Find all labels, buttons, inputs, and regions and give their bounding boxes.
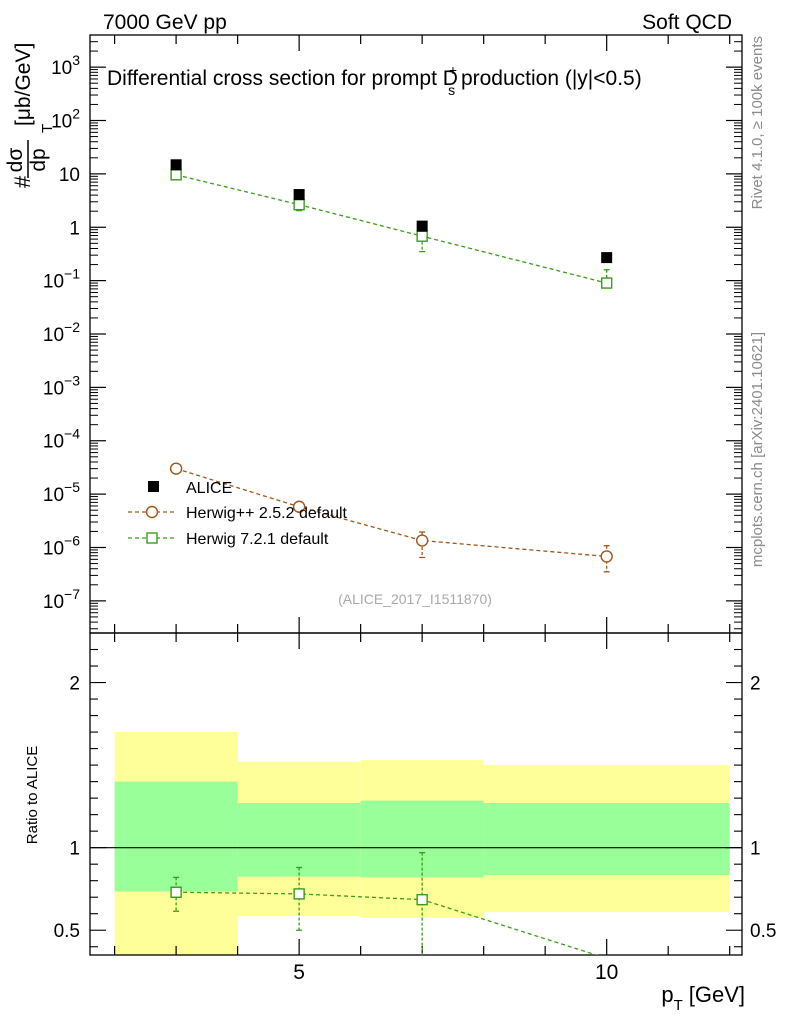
y-axis-label: # dσ dp T [μb/GeV] xyxy=(4,43,56,188)
y-label-numerator: dσ xyxy=(4,148,27,173)
uncertainty-band-green xyxy=(114,781,238,892)
alice-point xyxy=(416,220,428,232)
alice-point xyxy=(293,189,305,201)
y-tick-label: 102 xyxy=(51,106,80,133)
herwigpp-point xyxy=(415,534,429,547)
ratio-herwig7-point xyxy=(293,888,305,900)
legend-herwig7-marker xyxy=(146,532,158,544)
ratio-tick-label-left: 1 xyxy=(69,839,80,860)
process-label: Soft QCD xyxy=(642,11,732,34)
x-axis-label: pT [GeV] xyxy=(661,982,745,1014)
ratio-tick-label-right: 1 xyxy=(750,839,761,860)
legend: ALICE Herwig++ 2.5.2 default Herwig 7.2.… xyxy=(128,480,348,548)
ratio-herwig7-point xyxy=(416,893,428,906)
axis-ticks xyxy=(90,34,742,955)
y-label-units: [μb/GeV] xyxy=(12,43,35,126)
herwigpp-line xyxy=(175,468,607,558)
ratio-herwig7-group xyxy=(170,851,599,955)
herwig7-line xyxy=(175,174,607,284)
x-tick-label: 5 xyxy=(293,961,305,984)
y-tick-label: 1 xyxy=(69,218,80,239)
legend-herwigpp-marker xyxy=(145,505,159,519)
y-tick-label: 10−5 xyxy=(43,479,80,506)
y-tick-label: 10−3 xyxy=(43,372,80,399)
y-tick-label: 10−2 xyxy=(43,319,80,346)
herwig7-point xyxy=(416,230,428,242)
herwig7-point xyxy=(170,169,182,181)
ratio-herwig7-point xyxy=(170,886,182,898)
y-tick-label: 10 xyxy=(59,165,80,186)
ratio-tick-label-right: 0.5 xyxy=(750,921,776,942)
legend-alice-label: ALICE xyxy=(186,480,232,497)
y-tick-label: 103 xyxy=(51,52,80,79)
uncertainty-band-green xyxy=(360,800,484,878)
ratio-bands xyxy=(114,732,730,955)
uncertainty-band-green xyxy=(483,803,730,875)
y-tick-label: 10−1 xyxy=(43,266,80,293)
plot-title: Differential cross section for prompt D+… xyxy=(107,62,642,98)
ratio-tick-label-left: 0.5 xyxy=(54,921,80,942)
ratio-herwig7-line xyxy=(176,891,599,955)
data-series xyxy=(169,159,613,573)
ratio-tick-label-left: 2 xyxy=(69,674,80,695)
ratio-plot-frame xyxy=(89,632,743,956)
x-tick-label: 10 xyxy=(595,961,618,984)
ratio-tick-label-right: 2 xyxy=(750,674,761,695)
y-label-subscript: T xyxy=(39,124,56,133)
mcplots-label: mcplots.cern.ch [arXiv:2401.10621] xyxy=(749,332,766,567)
legend-alice-marker xyxy=(148,481,159,492)
herwig7-point xyxy=(293,198,305,211)
y-tick-label: 10−4 xyxy=(43,426,80,453)
y-tick-label: 10−6 xyxy=(43,532,80,559)
energy-label: 7000 GeV pp xyxy=(103,11,227,34)
rivet-version-label: Rivet 4.1.0, ≥ 100k events xyxy=(749,36,766,209)
uncertainty-band-green xyxy=(237,803,361,877)
legend-herwig7-label: Herwig 7.2.1 default xyxy=(186,531,329,548)
y-label-hash: # xyxy=(10,175,35,188)
herwigpp-point xyxy=(600,550,613,563)
alice-point xyxy=(601,252,613,264)
ratio-plot xyxy=(90,847,742,955)
axis-tick-labels: 5 1010310210110−110−210−310−410−510−610−7… xyxy=(43,52,777,984)
alice-point xyxy=(170,159,182,171)
herwigpp-point xyxy=(292,500,306,513)
analysis-watermark: (ALICE_2017_I1511870) xyxy=(338,591,492,607)
legend-herwigpp-label: Herwig++ 2.5.2 default xyxy=(186,505,348,522)
y-tick-label: 10−7 xyxy=(43,586,80,613)
ratio-ylabel: Ratio to ALICE xyxy=(24,746,41,844)
herwig7-point xyxy=(600,277,613,289)
y-label-denominator: dp xyxy=(27,148,50,171)
herwigpp-point xyxy=(169,462,183,475)
